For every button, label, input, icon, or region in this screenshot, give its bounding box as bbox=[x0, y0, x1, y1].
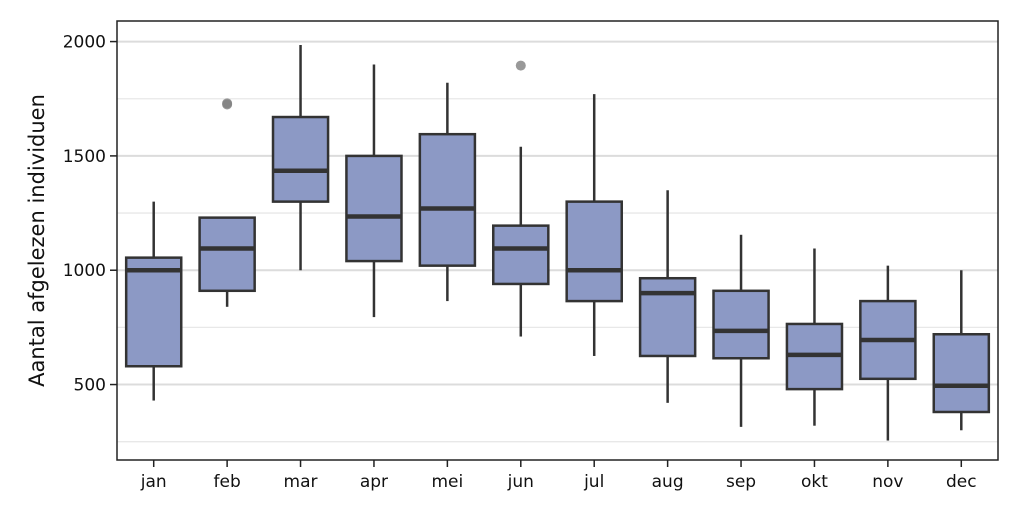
iqr-box bbox=[345, 154, 403, 263]
iqr-box bbox=[271, 115, 330, 203]
box-jul bbox=[565, 94, 623, 356]
box-sep bbox=[712, 234, 770, 427]
outlier-point bbox=[515, 60, 526, 71]
y-axis: 500 1000 1500 2000 bbox=[63, 33, 117, 396]
box-apr bbox=[345, 64, 403, 318]
iqr-box bbox=[932, 332, 991, 414]
y-tick-label: 1000 bbox=[63, 261, 106, 281]
iqr-box bbox=[492, 224, 550, 286]
outlier-point bbox=[222, 98, 233, 109]
grid-lines bbox=[117, 40, 998, 443]
y-tick-label: 500 bbox=[74, 376, 106, 396]
iqr-box bbox=[124, 256, 183, 368]
x-tick-label: dec bbox=[946, 472, 977, 492]
x-tick-label: apr bbox=[360, 472, 388, 492]
box-mar bbox=[271, 45, 330, 271]
x-tick-label: okt bbox=[801, 472, 828, 492]
box-nov bbox=[859, 265, 917, 441]
box-feb bbox=[198, 98, 256, 307]
box-jun bbox=[492, 60, 550, 337]
x-tick-label: jul bbox=[583, 472, 604, 492]
x-tick-label: mei bbox=[432, 472, 464, 492]
iqr-box bbox=[565, 200, 623, 303]
iqr-box bbox=[418, 132, 477, 267]
x-tick-label: jan bbox=[140, 472, 167, 492]
iqr-box bbox=[638, 276, 697, 358]
plot-frame bbox=[116, 20, 999, 461]
x-tick-label: jun bbox=[507, 472, 534, 492]
box-jan bbox=[124, 201, 183, 401]
box-okt bbox=[785, 248, 844, 426]
x-tick-label: sep bbox=[726, 472, 756, 492]
x-axis: jan feb mar apr mei jun jul aug sep okt nov dec bbox=[140, 460, 977, 492]
box-mei bbox=[418, 82, 477, 302]
box-aug bbox=[638, 190, 697, 403]
x-tick-label: mar bbox=[284, 472, 318, 492]
boxes bbox=[124, 45, 991, 441]
y-tick-label: 1500 bbox=[63, 147, 106, 167]
x-tick-label: feb bbox=[214, 472, 241, 492]
y-axis-title: Aantal afgelezen individuen bbox=[25, 94, 49, 387]
y-tick-label: 2000 bbox=[63, 33, 106, 53]
x-tick-label: nov bbox=[872, 472, 903, 492]
iqr-box bbox=[198, 216, 256, 293]
box-dec bbox=[932, 270, 991, 431]
x-tick-label: aug bbox=[652, 472, 684, 492]
iqr-box bbox=[712, 289, 770, 360]
